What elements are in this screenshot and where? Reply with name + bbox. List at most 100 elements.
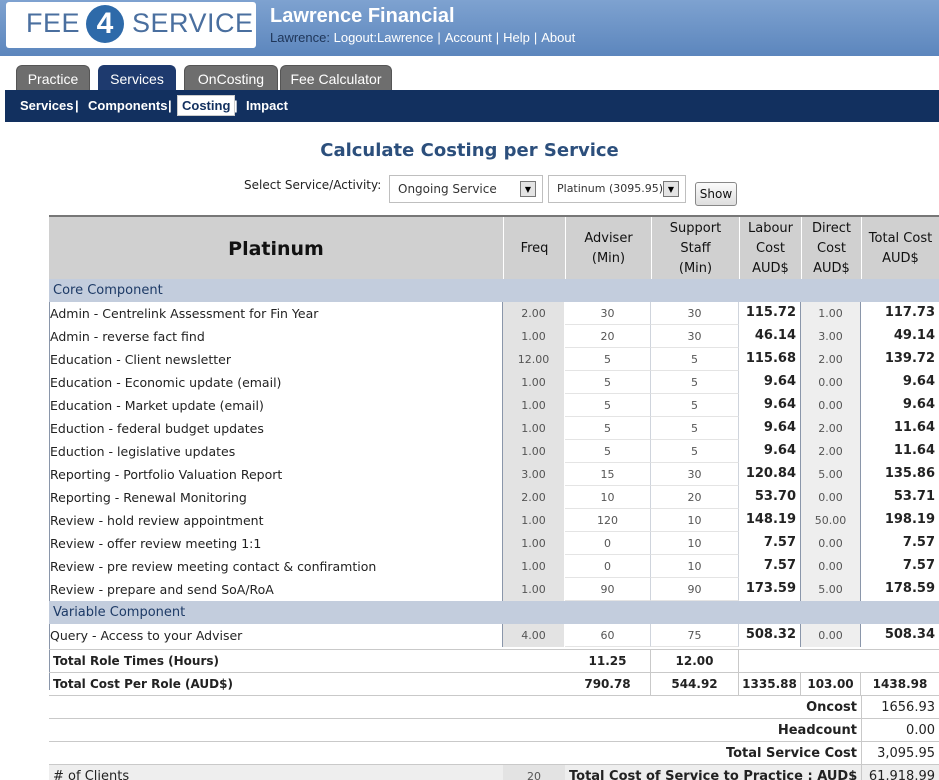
- col-direct: Direct Cost AUD$: [801, 217, 861, 279]
- table-row: Education - Client newsletter 12.00 5 5 115.…: [49, 348, 939, 371]
- row-freq[interactable]: 12.00: [503, 348, 565, 371]
- row-freq[interactable]: 1.00: [503, 417, 565, 440]
- row-freq[interactable]: 1.00: [503, 394, 565, 417]
- row-adviser-min: 15: [565, 463, 651, 486]
- row-freq[interactable]: 1.00: [503, 371, 565, 394]
- help-link[interactable]: Help: [503, 30, 530, 45]
- clients-input[interactable]: 20: [503, 765, 565, 780]
- package-select-value: Platinum (3095.95): [557, 182, 664, 195]
- row-freq[interactable]: 1.00: [503, 555, 565, 578]
- tab-services[interactable]: Services: [98, 65, 176, 90]
- row-direct-cost: 2.00: [801, 440, 861, 463]
- section-header: Variable Component: [49, 601, 939, 624]
- row-labour-cost: 53.70: [739, 486, 801, 509]
- role-times-adviser: 11.25: [565, 650, 651, 672]
- subnav-impact[interactable]: Impact: [246, 98, 288, 113]
- row-freq[interactable]: 1.00: [503, 325, 565, 348]
- row-direct-cost: 1.00: [801, 302, 861, 325]
- show-button[interactable]: Show: [695, 182, 737, 206]
- row-freq[interactable]: 2.00: [503, 486, 565, 509]
- headcount-row: Headcount 0.00: [49, 718, 939, 741]
- tab-practice[interactable]: Practice: [16, 65, 90, 90]
- row-total-cost: 117.73: [884, 305, 935, 320]
- row-total-cost: 9.64: [902, 374, 935, 389]
- row-freq[interactable]: 4.00: [503, 624, 565, 647]
- row-name: Review - prepare and send SoA/RoA: [49, 578, 503, 601]
- table-row: Education - Market update (email) 1.00 5 5 9…: [49, 394, 939, 417]
- row-support-min: 20: [651, 486, 739, 509]
- user-bar: Lawrence: Logout:Lawrence | Account | Help | A…: [270, 30, 576, 45]
- about-link[interactable]: About: [541, 30, 576, 45]
- row-direct-cost: 0.00: [801, 624, 861, 647]
- row-support-min: 5: [651, 371, 739, 394]
- row-labour-cost: 9.64: [739, 394, 801, 417]
- row-support-min: 90: [651, 578, 739, 601]
- row-labour-cost: 46.14: [739, 325, 801, 348]
- row-name: Reporting - Portfolio Valuation Report: [49, 463, 503, 486]
- role-costs-total: 1438.98: [872, 677, 928, 691]
- service-select-value: Ongoing Service: [398, 182, 497, 196]
- row-total-cost: 11.64: [893, 420, 935, 435]
- row-adviser-min: 0: [565, 532, 651, 555]
- row-total-cost: 9.64: [902, 397, 935, 412]
- row-adviser-min: 5: [565, 440, 651, 463]
- oncost-row: Oncost 1656.93: [49, 695, 939, 718]
- table-row: Query - Access to your Adviser 4.00 60 75 50…: [49, 624, 939, 647]
- total-service-cost-label: Total Service Cost: [725, 746, 857, 761]
- row-total-cost: 53.71: [893, 489, 935, 504]
- row-support-min: 30: [651, 325, 739, 348]
- row-support-min: 5: [651, 440, 739, 463]
- row-freq[interactable]: 1.00: [503, 509, 565, 532]
- role-costs-adviser: 790.78: [565, 673, 651, 695]
- col-freq: Freq: [503, 217, 565, 279]
- subnav-costing[interactable]: Costing: [177, 95, 236, 116]
- select-label: Select Service/Activity:: [244, 178, 382, 192]
- chevron-down-icon[interactable]: ▼: [520, 181, 536, 197]
- row-direct-cost: 2.00: [801, 417, 861, 440]
- tab-oncosting[interactable]: OnCosting: [184, 65, 278, 90]
- row-support-min: 10: [651, 509, 739, 532]
- row-adviser-min: 60: [565, 624, 651, 647]
- row-support-min: 5: [651, 394, 739, 417]
- section-header: Core Component: [49, 279, 939, 302]
- logout-link[interactable]: Logout:Lawrence: [333, 30, 434, 45]
- row-labour-cost: 9.64: [739, 371, 801, 394]
- row-freq[interactable]: 2.00: [503, 302, 565, 325]
- fee4service-logo[interactable]: FEE 4 SERVICE: [6, 2, 256, 48]
- row-freq[interactable]: 1.00: [503, 578, 565, 601]
- subnav-services[interactable]: Services: [20, 98, 74, 113]
- row-labour-cost: 7.57: [739, 555, 801, 578]
- row-freq[interactable]: 1.00: [503, 440, 565, 463]
- chevron-down-icon[interactable]: ▼: [663, 181, 679, 197]
- headcount-label: Headcount: [777, 723, 857, 738]
- row-adviser-min: 120: [565, 509, 651, 532]
- row-labour-cost: 508.32: [739, 624, 801, 647]
- service-select[interactable]: Ongoing Service ▼: [389, 175, 543, 203]
- package-select[interactable]: Platinum (3095.95) ▼: [548, 175, 686, 203]
- row-support-min: 75: [651, 624, 739, 647]
- table-row: Review - hold review appointment 1.00 120 1…: [49, 509, 939, 532]
- row-freq[interactable]: 1.00: [503, 532, 565, 555]
- row-total-cost: 135.86: [884, 466, 935, 481]
- table-row: Eduction - federal budget updates 1.00 5 5 9…: [49, 417, 939, 440]
- row-total-cost: 178.59: [884, 581, 935, 596]
- table-row: Reporting - Portfolio Valuation Report 3.…: [49, 463, 939, 486]
- subnav-components[interactable]: Components: [88, 98, 168, 113]
- row-name: Eduction - federal budget updates: [49, 417, 503, 440]
- row-freq[interactable]: 3.00: [503, 463, 565, 486]
- row-labour-cost: 115.68: [739, 348, 801, 371]
- role-costs-direct: 103.00: [801, 673, 861, 695]
- firm-name: Lawrence Financial: [270, 5, 455, 27]
- account-link[interactable]: Account: [444, 30, 492, 45]
- practice-cost-label: Total Cost of Service to Practice : AUD$: [569, 769, 857, 780]
- row-adviser-min: 5: [565, 394, 651, 417]
- tab-fee-calculator[interactable]: Fee Calculator: [280, 65, 392, 90]
- row-labour-cost: 148.19: [739, 509, 801, 532]
- sub-navigation: Services | Components | Costing | Impact: [5, 90, 939, 122]
- row-labour-cost: 9.64: [739, 440, 801, 463]
- page-title: Calculate Costing per Service: [320, 140, 619, 161]
- row-labour-cost: 173.59: [739, 578, 801, 601]
- row-support-min: 5: [651, 348, 739, 371]
- row-direct-cost: 2.00: [801, 348, 861, 371]
- row-name: Education - Client newsletter: [49, 348, 503, 371]
